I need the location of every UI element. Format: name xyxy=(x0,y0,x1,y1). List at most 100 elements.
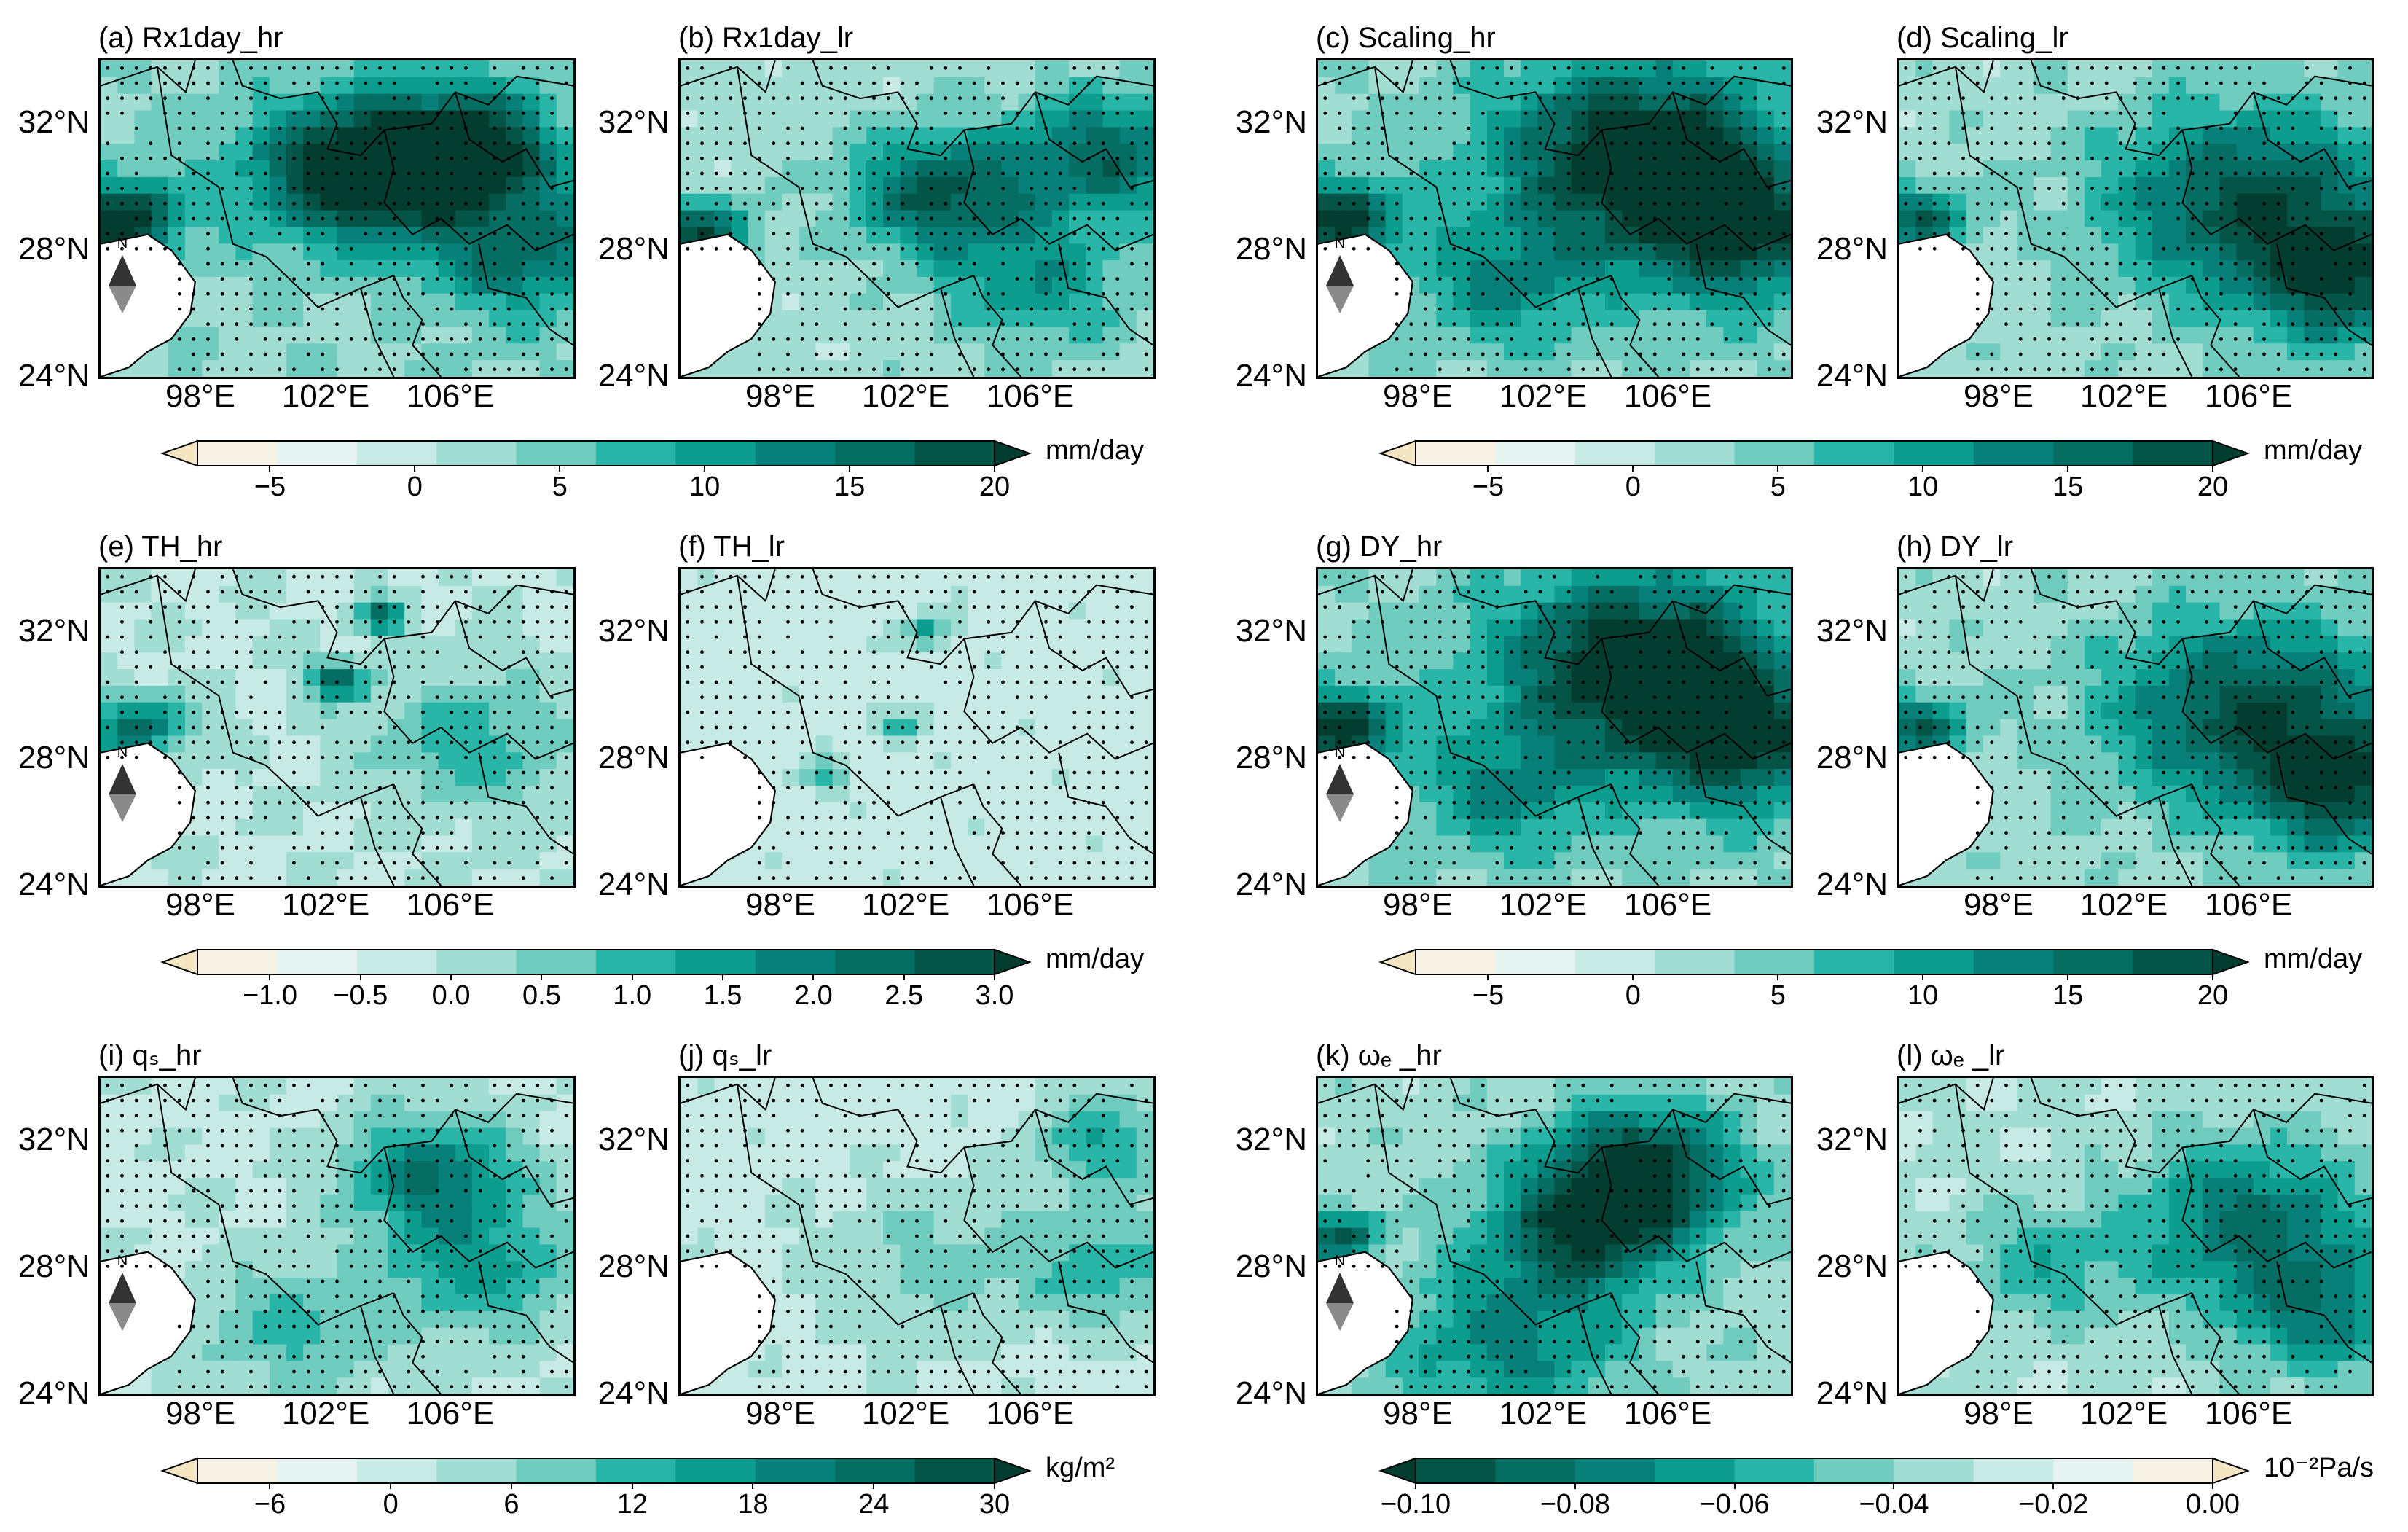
significance-dot xyxy=(536,635,540,639)
significance-dot xyxy=(1596,171,1599,176)
field-cell xyxy=(815,193,834,211)
significance-dot xyxy=(843,352,847,356)
significance-dot xyxy=(929,126,933,130)
significance-dot xyxy=(407,605,411,609)
significance-dot xyxy=(1338,171,1341,176)
field-cell xyxy=(556,685,573,703)
significance-dot xyxy=(1424,126,1427,130)
significance-dot xyxy=(120,156,124,160)
significance-dot xyxy=(220,126,224,130)
field-cell xyxy=(1773,210,1791,228)
significance-dot xyxy=(2061,201,2066,206)
significance-dot xyxy=(464,201,468,206)
significance-dot xyxy=(2348,292,2352,296)
significance-dot xyxy=(1058,187,1062,191)
significance-dot xyxy=(929,322,933,327)
field-cell xyxy=(900,260,918,278)
field-cell xyxy=(849,127,867,144)
field-cell xyxy=(2219,176,2238,195)
field-cell xyxy=(184,735,203,753)
significance-dot xyxy=(757,322,761,327)
field-cell xyxy=(337,602,355,620)
field-cell xyxy=(337,360,355,377)
field-cell xyxy=(2253,176,2271,195)
field-cell xyxy=(202,127,220,144)
significance-dot xyxy=(1044,277,1048,281)
significance-dot xyxy=(521,367,525,372)
field-cell xyxy=(134,619,152,637)
field-cell xyxy=(556,176,573,195)
field-cell xyxy=(235,127,254,144)
field-cell xyxy=(748,110,766,128)
significance-dot xyxy=(335,96,339,101)
significance-dot xyxy=(321,141,325,146)
field-cell xyxy=(388,310,405,328)
field-cell xyxy=(782,176,800,195)
significance-dot xyxy=(700,187,704,191)
significance-dot xyxy=(1510,201,1513,206)
significance-dot xyxy=(1566,156,1571,160)
field-cell xyxy=(471,785,490,803)
field-cell xyxy=(2067,160,2085,178)
significance-dot xyxy=(536,126,540,130)
significance-dot xyxy=(1753,292,1757,296)
significance-dot xyxy=(292,680,296,684)
field-cell xyxy=(353,835,372,853)
field-cell xyxy=(471,110,490,128)
field-cell xyxy=(404,719,423,737)
field-cell xyxy=(1554,60,1572,78)
significance-dot xyxy=(1624,367,1628,372)
significance-dot xyxy=(2061,352,2066,356)
significance-dot xyxy=(450,680,454,684)
significance-dot xyxy=(2305,216,2309,221)
field-cell xyxy=(1554,276,1572,294)
field-cell xyxy=(269,752,287,770)
significance-dot xyxy=(2276,141,2280,146)
field-cell xyxy=(866,110,884,128)
significance-dot xyxy=(1087,246,1091,251)
field-cell xyxy=(2152,60,2170,78)
significance-dot xyxy=(2319,292,2323,296)
significance-dot xyxy=(263,96,267,101)
significance-dot xyxy=(235,307,239,311)
significance-dot xyxy=(2104,352,2109,356)
significance-dot xyxy=(1947,187,1951,191)
field-cell xyxy=(522,176,541,195)
field-cell xyxy=(2034,210,2052,228)
field-cell xyxy=(2354,93,2372,112)
field-cell xyxy=(2337,127,2356,144)
significance-dot xyxy=(192,605,196,609)
significance-dot xyxy=(1144,66,1148,70)
significance-dot xyxy=(177,96,181,101)
significance-dot xyxy=(1352,201,1356,206)
significance-dot xyxy=(1481,171,1485,176)
field-cell xyxy=(2253,160,2271,178)
significance-dot xyxy=(1366,126,1370,130)
significance-dot xyxy=(1581,81,1585,85)
field-cell xyxy=(269,77,287,95)
field-cell xyxy=(252,802,270,820)
field-cell xyxy=(303,669,321,687)
field-cell xyxy=(438,276,456,294)
significance-dot xyxy=(536,590,540,594)
field-cell xyxy=(286,260,304,278)
field-cell xyxy=(1119,127,1137,144)
field-cell xyxy=(202,276,220,294)
significance-dot xyxy=(407,292,411,296)
field-cell xyxy=(1136,243,1153,261)
significance-dot xyxy=(1725,141,1728,146)
significance-dot xyxy=(378,126,382,130)
significance-dot xyxy=(192,352,196,356)
field-cell xyxy=(1521,193,1539,211)
field-cell xyxy=(968,176,985,195)
significance-dot xyxy=(786,171,790,176)
significance-dot xyxy=(1467,262,1470,266)
field-cell xyxy=(252,702,270,720)
field-cell xyxy=(101,210,118,228)
significance-dot xyxy=(1409,111,1413,115)
significance-dot xyxy=(915,322,919,327)
field-cell xyxy=(2017,360,2035,377)
field-cell xyxy=(849,160,867,178)
field-cell xyxy=(2253,243,2271,261)
field-cell xyxy=(782,360,800,377)
